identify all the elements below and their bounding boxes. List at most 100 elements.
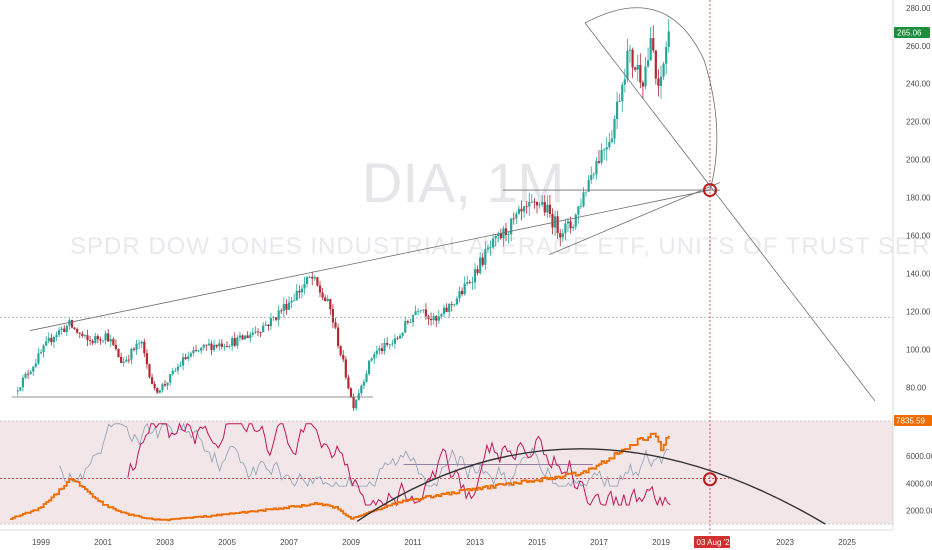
candle: [107, 329, 110, 342]
candle: [194, 345, 198, 352]
time-tick-label: 1999: [32, 538, 50, 547]
candle: [667, 19, 670, 53]
candle: [481, 253, 484, 267]
candle-body: [342, 354, 345, 360]
candle: [192, 346, 195, 357]
candle-body: [621, 84, 624, 102]
candle-body: [259, 331, 262, 333]
candle: [50, 333, 53, 346]
candle: [502, 225, 505, 247]
candle: [623, 68, 626, 93]
candle: [419, 309, 422, 314]
candle-body: [411, 315, 415, 323]
candle: [659, 65, 663, 99]
candle: [60, 326, 63, 335]
candle-body: [251, 332, 254, 335]
candle-body: [491, 238, 495, 248]
candle: [471, 276, 474, 290]
candle: [187, 351, 190, 362]
candle: [76, 327, 79, 335]
candle-body: [484, 249, 487, 265]
candle-body: [308, 276, 311, 278]
candle: [406, 319, 409, 325]
candle-body: [202, 344, 205, 348]
candle: [285, 298, 288, 315]
candle: [440, 313, 443, 319]
candle-body: [460, 291, 464, 295]
candle: [318, 280, 322, 298]
candle: [200, 347, 203, 355]
candle: [634, 66, 637, 72]
candle-body: [357, 393, 360, 400]
indicator-last-value-label: 7835.59: [896, 417, 925, 426]
candle: [88, 335, 92, 346]
candle: [295, 283, 298, 301]
candle: [383, 338, 386, 355]
candle-body: [220, 343, 223, 347]
candle-body: [81, 333, 84, 336]
candle-body: [303, 283, 306, 289]
candle-body: [19, 387, 22, 391]
candle: [584, 191, 588, 197]
candle-body: [37, 353, 40, 364]
candle: [476, 265, 479, 276]
candle: [215, 344, 218, 349]
candle-body: [626, 50, 629, 80]
candle: [114, 339, 118, 351]
candle: [429, 312, 433, 326]
candle: [127, 354, 130, 364]
candle: [132, 347, 136, 352]
candle-body: [473, 269, 477, 283]
candle-body: [641, 82, 645, 87]
candle-body: [424, 309, 428, 317]
candle: [644, 56, 647, 90]
price-tick-label: 260.00: [906, 42, 931, 51]
candle-body: [32, 366, 35, 372]
candle: [417, 308, 420, 316]
candle-body: [507, 234, 510, 236]
candle: [360, 384, 363, 396]
candle: [228, 344, 231, 349]
candle: [597, 150, 601, 165]
candle-body: [388, 344, 391, 346]
candle-body: [290, 300, 293, 303]
candle: [463, 276, 466, 296]
candle-body: [256, 331, 260, 333]
candle-body: [541, 201, 544, 205]
candle-body: [104, 333, 107, 341]
candle-body: [181, 357, 185, 366]
candle-body: [161, 384, 164, 391]
candle-body: [373, 354, 376, 359]
candle-body: [517, 208, 521, 214]
candle-body: [404, 321, 407, 333]
candle-body: [615, 101, 619, 120]
candle: [344, 356, 347, 380]
candle-body: [422, 309, 425, 311]
candle-body: [634, 67, 637, 70]
candle: [533, 198, 536, 209]
candle: [435, 314, 438, 328]
candle: [174, 367, 177, 373]
candle: [68, 317, 71, 330]
candle-body: [76, 329, 79, 333]
candle-body: [184, 357, 187, 359]
candle-body: [305, 277, 309, 284]
candle-body: [367, 360, 371, 374]
candle-body: [96, 336, 99, 340]
candle-body: [391, 343, 394, 345]
candle: [37, 347, 40, 366]
candle: [615, 92, 619, 130]
candle: [29, 369, 32, 375]
candle-body: [233, 338, 236, 346]
indicator-arc-drawing: [356, 448, 826, 525]
candle-body: [429, 318, 433, 321]
candle-body: [94, 336, 97, 343]
candle-body: [267, 324, 270, 326]
candle-body: [535, 201, 539, 206]
candle: [367, 360, 371, 376]
price-tick-label: 220.00: [906, 118, 931, 127]
candle-body: [316, 277, 319, 286]
candle-body: [569, 221, 572, 229]
candle-body: [556, 216, 559, 233]
